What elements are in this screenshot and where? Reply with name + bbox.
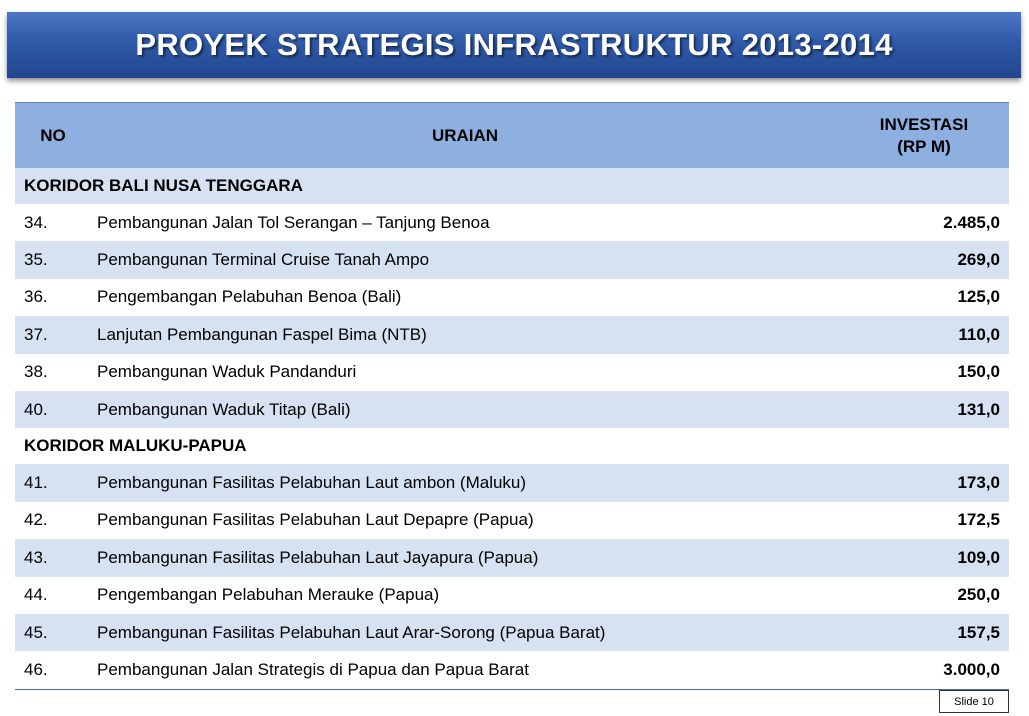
row-investasi: 172,5 xyxy=(957,510,1000,530)
row-no: 38. xyxy=(24,362,48,382)
row-investasi: 125,0 xyxy=(957,287,1000,307)
row-no: 42. xyxy=(24,510,48,530)
row-investasi: 150,0 xyxy=(957,362,1000,382)
table-row: 41. Pembangunan Fasilitas Pelabuhan Laut… xyxy=(15,464,1009,502)
row-no: 34. xyxy=(24,212,48,232)
row-investasi: 110,0 xyxy=(958,324,1000,344)
table-row: 44. Pengembangan Pelabuhan Merauke (Papu… xyxy=(15,576,1009,614)
header-no: NO xyxy=(40,125,66,145)
row-uraian: Pembangunan Fasilitas Pelabuhan Laut Dep… xyxy=(97,510,534,530)
row-uraian: Pengembangan Pelabuhan Merauke (Papua) xyxy=(97,585,440,605)
page-title: PROYEK STRATEGIS INFRASTRUKTUR 2013-2014 xyxy=(135,27,893,62)
row-no: 37. xyxy=(24,324,48,344)
table-row: 34. Pembangunan Jalan Tol Serangan – Tan… xyxy=(15,204,1009,242)
row-no: 46. xyxy=(24,659,48,679)
header-investasi: INVESTASI (RP M) xyxy=(839,114,1009,158)
row-investasi: 269,0 xyxy=(957,250,1000,270)
row-no: 41. xyxy=(24,473,48,493)
header-uraian: URAIAN xyxy=(431,125,499,145)
row-investasi: 3.000,0 xyxy=(943,659,1000,679)
row-uraian: Pembangunan Jalan Tol Serangan – Tanjung… xyxy=(97,212,490,232)
slide-number: Slide 10 xyxy=(939,690,1009,713)
row-no: 40. xyxy=(24,399,48,419)
row-no: 43. xyxy=(24,547,48,567)
row-investasi: 2.485,0 xyxy=(943,212,1000,232)
table-row: 36. Pengembangan Pelabuhan Benoa (Bali) … xyxy=(15,278,1009,317)
row-uraian: Pembangunan Fasilitas Pelabuhan Laut Jay… xyxy=(97,547,539,567)
group-heading: KORIDOR MALUKU-PAPUA xyxy=(15,428,1009,465)
table-row: 46. Pembangunan Jalan Strategis di Papua… xyxy=(15,651,1009,689)
group-heading: KORIDOR BALI NUSA TENGGARA xyxy=(15,168,1009,204)
projects-table: NO URAIAN INVESTASI (RP M) KORIDOR BALI … xyxy=(15,102,1009,690)
table-header: NO URAIAN INVESTASI (RP M) xyxy=(15,102,1009,168)
row-no: 36. xyxy=(24,287,48,307)
title-banner: PROYEK STRATEGIS INFRASTRUKTUR 2013-2014 xyxy=(7,12,1021,78)
table-row: 40. Pembangunan Waduk Titap (Bali) 131,0 xyxy=(15,390,1009,429)
row-uraian: Pengembangan Pelabuhan Benoa (Bali) xyxy=(97,287,402,307)
row-investasi: 131,0 xyxy=(957,399,1000,419)
table-row: 43. Pembangunan Fasilitas Pelabuhan Laut… xyxy=(15,539,1009,577)
header-investasi-line2: (RP M) xyxy=(897,136,951,156)
row-no: 44. xyxy=(24,585,48,605)
row-uraian: Pembangunan Jalan Strategis di Papua dan… xyxy=(97,659,529,679)
row-uraian: Pembangunan Fasilitas Pelabuhan Laut amb… xyxy=(97,473,527,493)
header-investasi-line1: INVESTASI xyxy=(879,114,969,134)
row-uraian: Pembangunan Waduk Titap (Bali) xyxy=(97,399,351,419)
row-uraian: Lanjutan Pembangunan Faspel Bima (NTB) xyxy=(97,324,427,344)
table-row: 45. Pembangunan Fasilitas Pelabuhan Laut… xyxy=(15,613,1009,652)
row-investasi: 109,0 xyxy=(957,547,1000,567)
row-investasi: 250,0 xyxy=(957,585,1000,605)
row-uraian: Pembangunan Terminal Cruise Tanah Ampo xyxy=(97,250,430,270)
row-uraian: Pembangunan Waduk Pandanduri xyxy=(97,362,357,382)
table-row: 37. Lanjutan Pembangunan Faspel Bima (NT… xyxy=(15,316,1009,354)
row-investasi: 173,0 xyxy=(957,473,1000,493)
row-no: 35. xyxy=(24,250,48,270)
row-no: 45. xyxy=(24,622,48,642)
row-investasi: 157,5 xyxy=(957,622,1000,642)
table-row: 35. Pembangunan Terminal Cruise Tanah Am… xyxy=(15,241,1009,279)
row-uraian: Pembangunan Fasilitas Pelabuhan Laut Ara… xyxy=(97,622,606,642)
table-row: 38. Pembangunan Waduk Pandanduri 150,0 xyxy=(15,353,1009,391)
table-row: 42. Pembangunan Fasilitas Pelabuhan Laut… xyxy=(15,501,1009,540)
